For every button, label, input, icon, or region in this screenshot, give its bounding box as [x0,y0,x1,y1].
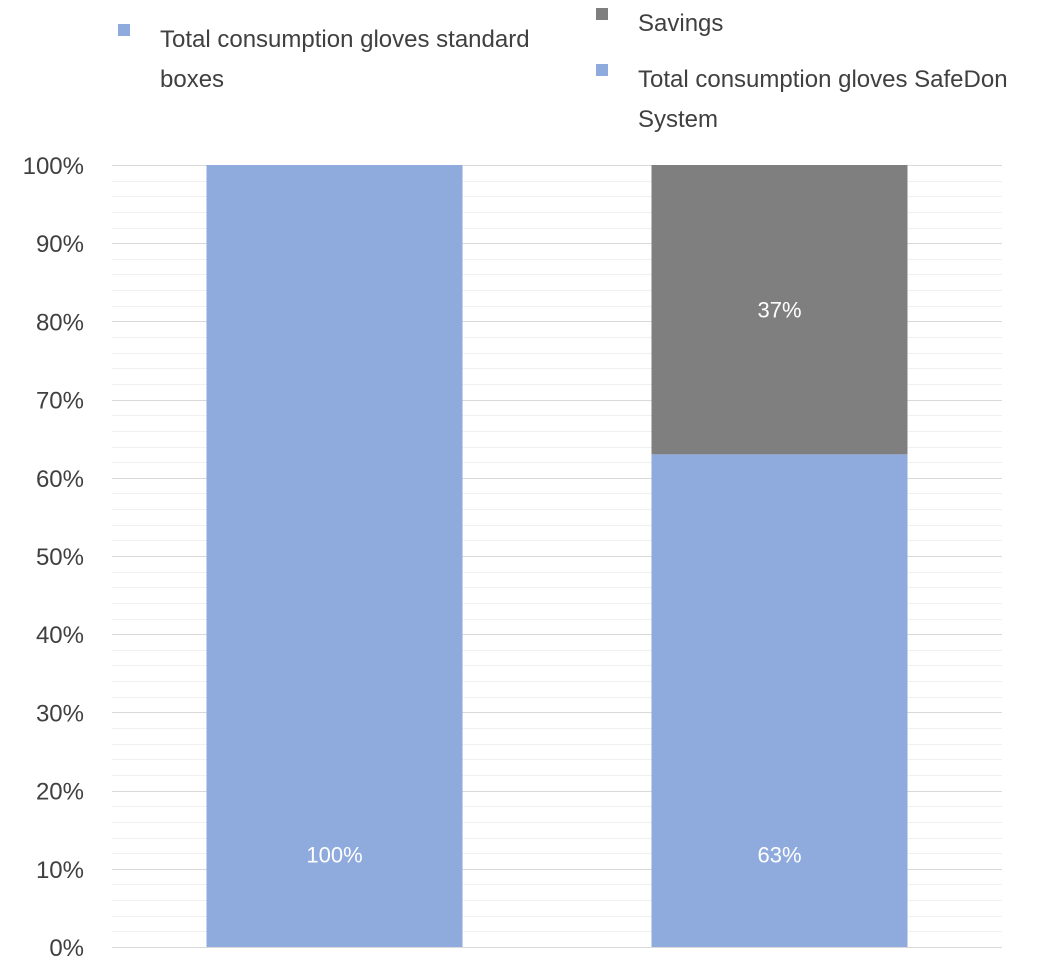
y-tick-label: 10% [36,857,84,884]
legend-marker [596,64,608,76]
y-tick-label: 30% [36,700,84,727]
y-tick-label: 40% [36,622,84,649]
bars [206,165,908,947]
legend-label: boxes [160,66,224,93]
y-tick-label: 100% [23,153,84,180]
legend-label: Total consumption gloves standard [160,26,530,53]
legend-marker [596,8,608,20]
bar-segment [206,165,463,947]
y-tick-label: 0% [49,935,84,960]
data-label: 63% [757,843,801,868]
y-tick-label: 80% [36,309,84,336]
y-tick-label: 90% [36,231,84,258]
data-label: 100% [306,843,362,868]
y-tick-label: 60% [36,466,84,493]
y-tick-label: 20% [36,779,84,806]
legend-label: Total consumption gloves SafeDon [638,66,1008,93]
bar-segment [651,165,908,455]
data-label: 37% [757,298,801,323]
y-axis: 0% 10% 20% 30% 40% 50% 60% 70% 80% 90% 100% [23,153,84,960]
bar-segment [651,454,908,947]
legend-label: System [638,106,718,133]
y-tick-label: 50% [36,544,84,571]
legend: Total consumption gloves standard boxes Sa… [118,8,1008,133]
legend-marker [118,24,130,36]
data-labels: 100% 63% 37% [306,298,801,868]
y-tick-label: 70% [36,388,84,415]
legend-label: Savings [638,10,723,37]
